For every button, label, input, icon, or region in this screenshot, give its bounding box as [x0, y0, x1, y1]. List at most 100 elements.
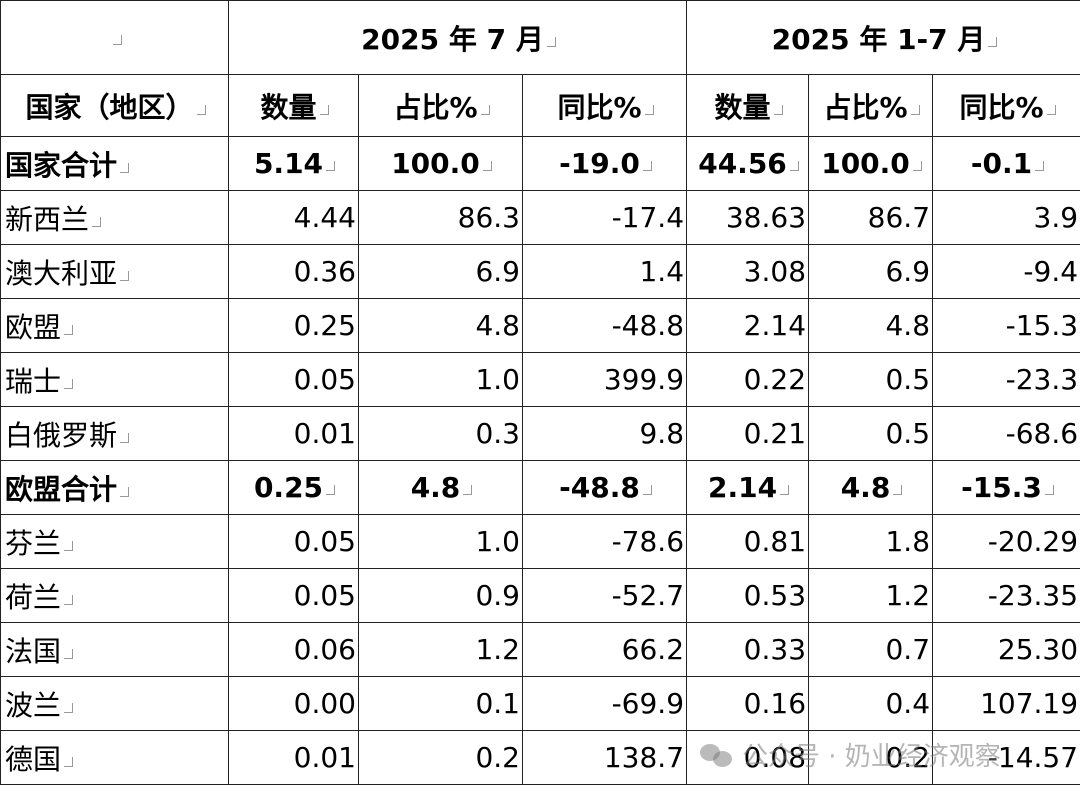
cell-value: 0.7 — [885, 633, 931, 666]
return-mark — [112, 35, 122, 45]
value-cell: 4.8 — [358, 460, 523, 515]
cell-value: 1.2 — [885, 579, 931, 612]
cell-value: 5.14 — [253, 147, 324, 180]
value-cell: -17.4 — [521, 190, 688, 245]
value-cell: 3.9 — [932, 190, 1080, 245]
region-cell: 荷兰 — [0, 568, 229, 623]
cell-value: 4.8 — [885, 309, 931, 342]
value-cell: 0.16 — [686, 676, 810, 731]
return-mark — [196, 104, 206, 115]
subtotal-row: 国家合计 5.14 100.0 -19.0 44.56 100.0 -0.1 — [0, 136, 1080, 191]
value-cell: 0.7 — [808, 622, 934, 677]
return-mark — [64, 756, 74, 767]
cell-value: 399.9 — [603, 363, 685, 396]
value-cell: 0.3 — [358, 406, 523, 461]
cell-value: 0.00 — [293, 687, 356, 720]
data-row: 法国 0.06 1.2 66.2 0.33 0.7 25.30 — [0, 622, 1080, 677]
period-header: 2025 年 7 月 — [227, 0, 688, 75]
return-mark — [463, 485, 473, 495]
cell-value: 0.5 — [885, 417, 931, 450]
cell-value: 4.8 — [840, 471, 891, 504]
cell-value: 2.14 — [743, 309, 807, 342]
cell-value: -15.3 — [961, 471, 1042, 504]
return-mark — [910, 104, 920, 115]
period-header: 2025 年 1-7 月 — [686, 0, 1080, 75]
region-name: 荷兰 — [5, 580, 62, 614]
column-label: 数量 — [260, 90, 317, 124]
column-header-row: 国家（地区） 数量 占比% 同比% 数量 占比% 同比% — [0, 74, 1080, 137]
value-cell: -15.3 — [932, 298, 1080, 353]
region-name: 法国 — [5, 634, 62, 668]
return-mark — [120, 432, 130, 443]
cell-value: 0.05 — [293, 363, 356, 396]
return-mark — [642, 161, 652, 171]
value-cell: -52.7 — [521, 568, 688, 623]
cell-value: 0.2 — [885, 741, 931, 774]
value-cell: 0.9 — [358, 568, 523, 623]
value-cell: 399.9 — [521, 352, 688, 407]
column-label: 占比% — [393, 90, 478, 124]
value-cell: 0.81 — [686, 514, 810, 569]
cell-value: 38.63 — [725, 201, 807, 234]
cell-value: 0.21 — [743, 417, 807, 450]
cell-value: -48.8 — [559, 471, 640, 504]
region-cell: 澳大利亚 — [0, 244, 229, 299]
region-name: 芬兰 — [5, 526, 62, 560]
return-mark — [120, 162, 130, 173]
cell-value: 2.14 — [707, 471, 778, 504]
return-mark — [326, 485, 336, 495]
return-mark — [912, 161, 922, 171]
cell-value: 0.01 — [293, 741, 356, 774]
cell-value: 6.9 — [475, 255, 520, 288]
value-cell: 1.8 — [808, 514, 934, 569]
value-cell: 138.7 — [521, 730, 688, 785]
region-cell: 欧盟 — [0, 298, 229, 353]
value-cell: 9.8 — [521, 406, 688, 461]
cell-value: 100.0 — [821, 147, 910, 180]
cell-value: 86.3 — [457, 201, 520, 234]
column-label: 数量 — [714, 90, 771, 124]
value-cell: -0.1 — [932, 136, 1080, 191]
cell-value: 1.2 — [475, 633, 520, 666]
region-name: 欧盟 — [5, 310, 62, 344]
cell-value: -14.57 — [987, 741, 1079, 774]
value-cell: 0.2 — [358, 730, 523, 785]
return-mark — [326, 161, 336, 171]
cell-value: 3.08 — [743, 255, 807, 288]
region-cell: 德国 — [0, 730, 229, 785]
value-cell: 100.0 — [358, 136, 523, 191]
cell-value: 0.81 — [743, 525, 807, 558]
region-name: 德国 — [5, 742, 62, 776]
column-label: 同比% — [959, 90, 1044, 124]
return-mark — [773, 104, 783, 115]
cell-value: 0.3 — [475, 417, 520, 450]
return-mark — [480, 104, 490, 115]
value-cell: 0.21 — [686, 406, 810, 461]
region-name: 欧盟合计 — [5, 472, 118, 506]
region-cell: 法国 — [0, 622, 229, 677]
return-mark — [642, 485, 652, 495]
value-cell: -68.6 — [932, 406, 1080, 461]
column-header: 同比% — [932, 74, 1080, 137]
column-label: 占比% — [823, 90, 908, 124]
cell-value: 1.8 — [885, 525, 931, 558]
value-cell: 0.22 — [686, 352, 810, 407]
value-cell: 86.3 — [358, 190, 523, 245]
column-label: 同比% — [557, 90, 642, 124]
cell-value: 1.0 — [475, 363, 520, 396]
region-name: 国家合计 — [5, 148, 118, 182]
cell-value: -17.4 — [611, 201, 685, 234]
cell-value: 0.05 — [293, 579, 356, 612]
cell-value: 0.25 — [253, 471, 324, 504]
region-name: 白俄罗斯 — [5, 418, 118, 452]
period-header-row: 2025 年 7 月 2025 年 1-7 月 — [0, 0, 1080, 75]
value-cell: -48.8 — [521, 460, 688, 515]
return-mark — [1035, 161, 1045, 171]
value-cell: 3.08 — [686, 244, 810, 299]
region-cell: 波兰 — [0, 676, 229, 731]
value-cell: 6.9 — [808, 244, 934, 299]
data-row: 德国 0.01 0.2 138.7 0.08 0.2 -14.57 — [0, 730, 1080, 785]
value-cell: 0.05 — [228, 514, 359, 569]
